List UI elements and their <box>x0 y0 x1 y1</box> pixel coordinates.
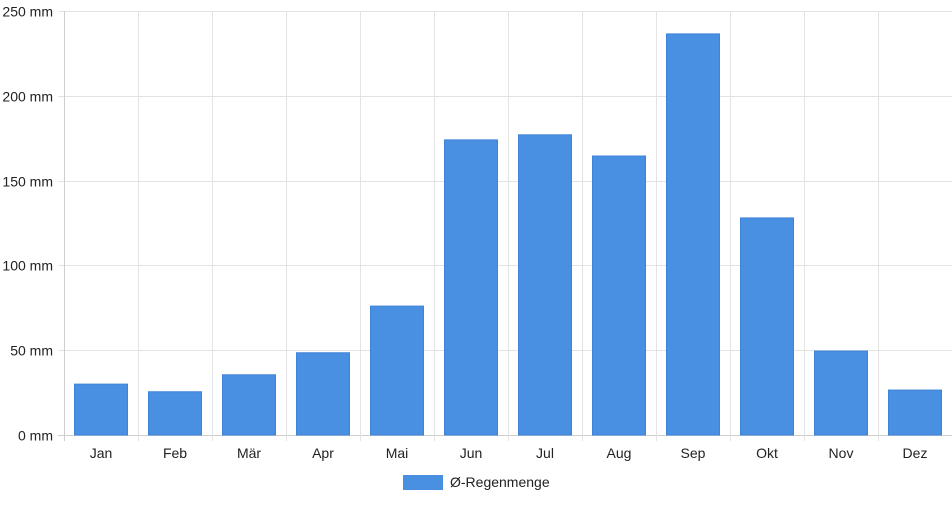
bar-apr[interactable] <box>296 352 350 436</box>
x-tick-label: Dez <box>903 445 928 461</box>
x-tick-label: Jul <box>536 445 554 461</box>
bar-mär[interactable] <box>222 374 276 436</box>
bar-mai[interactable] <box>370 305 424 436</box>
y-tick-label: 0 mm <box>18 428 53 444</box>
bar-jan[interactable] <box>74 383 128 436</box>
legend-swatch[interactable] <box>403 475 443 490</box>
bars-group <box>74 33 942 436</box>
x-tick-label: Jun <box>460 445 483 461</box>
x-tick-label: Nov <box>829 445 854 461</box>
bar-aug[interactable] <box>592 155 646 436</box>
x-tick-label: Mär <box>237 445 261 461</box>
x-tick-label: Okt <box>756 445 778 461</box>
bar-okt[interactable] <box>740 217 794 436</box>
bar-feb[interactable] <box>148 391 202 436</box>
y-tick-label: 250 mm <box>2 4 53 20</box>
x-tick-label: Jan <box>90 445 113 461</box>
x-tick-label: Mai <box>386 445 409 461</box>
x-tick-label: Aug <box>607 445 632 461</box>
y-tick-label: 50 mm <box>10 343 53 359</box>
y-tick-label: 150 mm <box>2 174 53 190</box>
x-tick-labels: Jan Feb Mär Apr Mai Jun Jul Aug Sep Okt Nov Dez <box>90 445 928 461</box>
y-tick-label: 100 mm <box>2 258 53 274</box>
bar-nov[interactable] <box>814 350 868 436</box>
legend-label[interactable]: Ø-Regenmenge <box>450 474 550 490</box>
bar-jul[interactable] <box>518 134 572 436</box>
x-tick-label: Feb <box>163 445 187 461</box>
y-tick-label: 200 mm <box>2 89 53 105</box>
x-tick-label: Sep <box>681 445 706 461</box>
grid-lines <box>58 11 952 441</box>
legend[interactable]: Ø-Regenmenge <box>403 474 550 490</box>
bar-sep[interactable] <box>666 33 720 436</box>
y-tick-labels: 0 mm 50 mm 100 mm 150 mm 200 mm 250 mm <box>2 4 53 444</box>
bar-dez[interactable] <box>888 389 942 436</box>
bar-jun[interactable] <box>444 139 498 436</box>
x-tick-label: Apr <box>312 445 334 461</box>
